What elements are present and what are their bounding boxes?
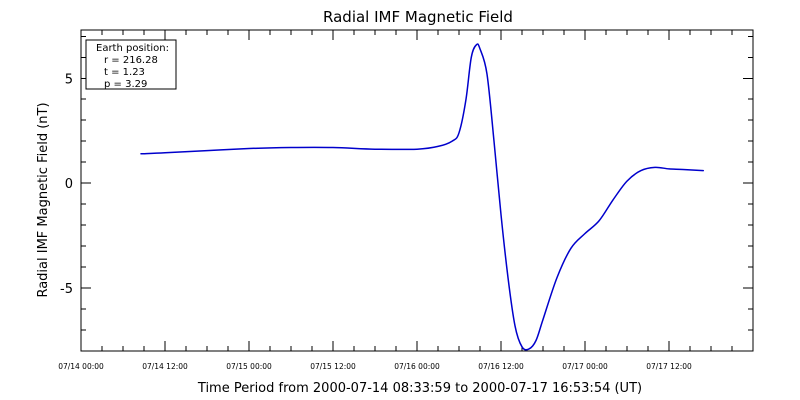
y-tick-label: -5 [60,282,73,297]
series-group [140,43,705,351]
y-tick-label: 5 [65,72,73,87]
annotation-line-r: r = 216.28 [104,55,158,66]
x-tick-label: 07/17 12:00 [646,362,692,371]
x-tick-label: 07/16 12:00 [478,362,524,371]
x-axis: 07/14 00:00 07/14 12:00 07/15 00:00 07/15 1… [58,30,754,371]
y-tick-label: 0 [65,177,73,192]
x-tick-label: 07/15 00:00 [226,362,272,371]
earth-position-annotation: Earth position: r = 216.28 t = 1.23 p = … [85,39,177,90]
annotation-line-t: t = 1.23 [104,67,145,78]
y-axis: 5 0 -5 [60,35,753,352]
plot-frame [80,29,754,352]
chart-title: Radial IMF Magnetic Field [323,8,513,26]
y-axis-title: Radial IMF Magnetic Field (nT) [36,102,51,297]
plot-border [80,29,754,352]
x-tick-label: 07/15 12:00 [310,362,356,371]
x-tick-label: 07/14 12:00 [142,362,188,371]
annotation-heading: Earth position: [96,43,169,54]
annotation-box [85,39,177,90]
x-tick-label: 07/16 00:00 [394,362,440,371]
x-axis-title: Time Period from 2000-07-14 08:33:59 to … [197,381,642,396]
series-line-0 [140,43,705,351]
x-tick-label: 07/17 00:00 [562,362,608,371]
x-tick-label: 07/14 00:00 [58,362,104,371]
annotation-line-p: p = 3.29 [104,79,147,90]
